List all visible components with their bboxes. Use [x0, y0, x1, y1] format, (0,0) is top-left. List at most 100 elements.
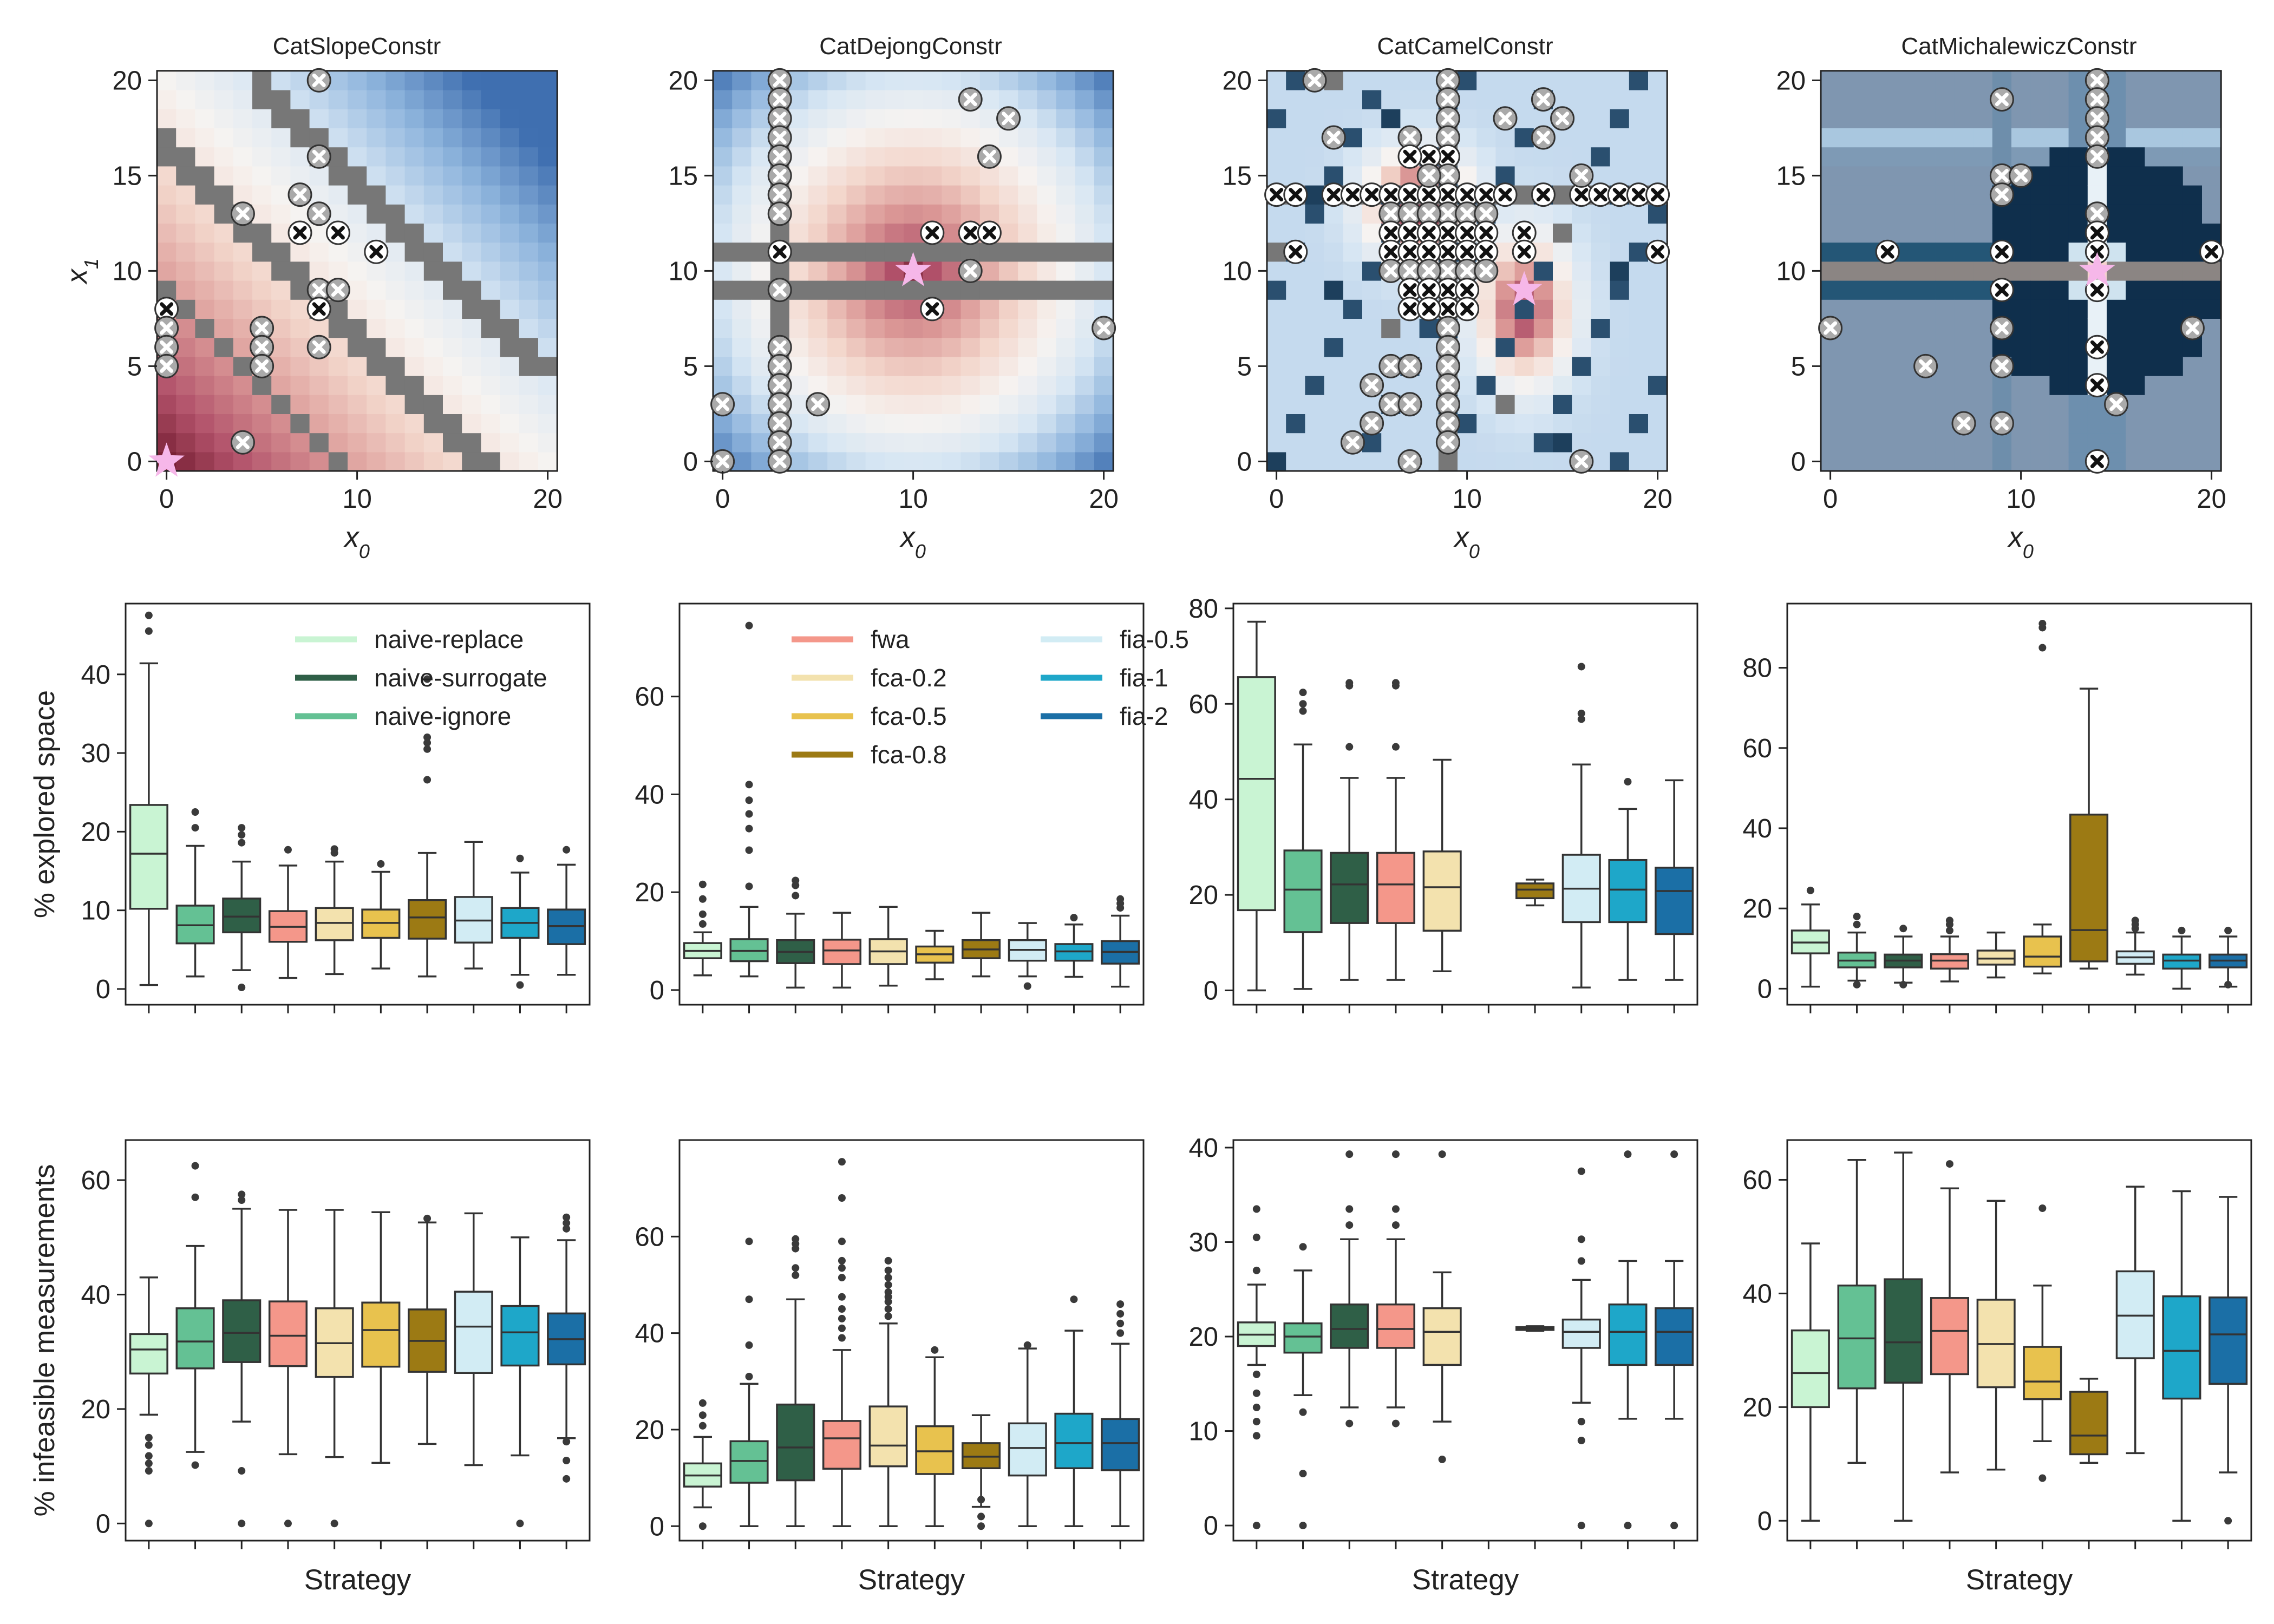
heatmap-cell	[713, 90, 733, 109]
heatmap-cell	[1533, 166, 1553, 186]
box-fwa	[1376, 1150, 1415, 1427]
heatmap-cell	[960, 414, 981, 434]
heatmap-cell	[1075, 128, 1095, 148]
measurement-cross	[1479, 188, 1493, 202]
y-tick-label: 15	[1776, 161, 1806, 191]
heatmap-cell	[2011, 376, 2031, 395]
heatmap-cell	[481, 318, 501, 338]
heatmap-cell	[1572, 223, 1591, 243]
heatmap-cell	[1343, 204, 1363, 224]
heatmap-cell	[999, 337, 1018, 357]
heatmap-cell	[2011, 395, 2031, 414]
heatmap-cell	[1343, 414, 1363, 434]
box-fia-1	[1054, 914, 1094, 978]
heatmap-cell	[348, 185, 367, 205]
heatmap-cell	[519, 414, 539, 434]
heatmap-cell	[1419, 70, 1439, 90]
heatmap-cell	[1821, 280, 1840, 300]
heatmap-cell	[1286, 223, 1305, 243]
heatmap-cell	[1591, 395, 1611, 414]
outlier-point	[145, 1520, 153, 1528]
measurement-x-marker	[154, 335, 179, 359]
heatmap-cell	[808, 109, 828, 128]
heatmap-cell	[404, 395, 424, 414]
box-iqr	[129, 804, 168, 910]
heatmap-cell	[481, 109, 501, 128]
heatmap-cell	[348, 242, 367, 262]
heatmap-cell	[2126, 166, 2145, 186]
y-tick-label: 40	[81, 1280, 110, 1309]
heatmap-cell	[2011, 128, 2031, 148]
heatmap-cell	[789, 90, 809, 109]
heatmap-cell	[1037, 147, 1057, 167]
heatmap-cell	[367, 185, 386, 205]
box-iqr	[1283, 849, 1323, 933]
measurement-cross	[1536, 130, 1550, 145]
heatmap-cell	[1305, 395, 1325, 414]
heatmap-cell	[195, 299, 215, 319]
heatmap-cell	[1973, 414, 1993, 434]
heatmap-cell	[942, 204, 962, 224]
outlier-point	[145, 611, 153, 619]
heatmap-cell	[1476, 376, 1496, 395]
heatmap-cell	[751, 242, 771, 262]
heatmap-cell	[348, 280, 367, 300]
heatmap-cell	[500, 109, 520, 128]
heatmap-cell	[423, 414, 443, 434]
heatmap-cell	[751, 318, 771, 338]
heatmap-cell	[1935, 128, 1955, 148]
outlier-point	[284, 846, 292, 854]
heatmap-cell	[404, 147, 424, 167]
heatmap-cell	[1897, 414, 1917, 434]
heatmap-cell	[1305, 261, 1325, 281]
measurement-cross	[1422, 283, 1436, 297]
heatmap-cell	[1591, 261, 1611, 281]
heatmap-cell	[1476, 90, 1496, 109]
heatmap-cell	[1610, 395, 1630, 414]
heatmap-cell	[2011, 318, 2031, 338]
heatmap-cell	[1840, 433, 1859, 453]
heatmap-cell	[2068, 109, 2088, 128]
heatmap-cell	[1362, 261, 1382, 281]
heatmap-cell	[2145, 128, 2165, 148]
heatmap-cell	[2182, 376, 2203, 395]
heatmap-cell	[404, 204, 424, 224]
heatmap-cell	[2145, 90, 2165, 109]
heatmap-cell	[1075, 433, 1095, 453]
heatmap-cell	[1572, 414, 1591, 434]
heatmap-cell	[923, 242, 942, 262]
heatmap-cell	[423, 299, 443, 319]
heatmap-cell	[233, 337, 253, 357]
heatmap-cell	[865, 185, 885, 205]
heatmap-cell	[1533, 242, 1553, 262]
heatmap-cell	[1286, 299, 1305, 319]
outlier-point	[423, 745, 432, 753]
heatmap-cell	[214, 356, 234, 376]
heatmap-cell	[846, 70, 866, 90]
heatmap-cell	[1400, 318, 1420, 338]
heatmap-cell	[1495, 337, 1515, 357]
heatmap-cell	[1591, 337, 1611, 357]
heatmap-cell	[1859, 223, 1879, 243]
heatmap-cell	[195, 414, 215, 434]
heatmap-cell	[1094, 242, 1114, 262]
outlier-point	[745, 781, 753, 789]
heatmap-cell	[462, 128, 481, 148]
heatmap-cell	[942, 185, 962, 205]
heatmap-cell	[290, 280, 310, 300]
outlier-point	[838, 1274, 846, 1282]
heatmap-cell	[404, 318, 424, 338]
heatmap-cell	[2182, 128, 2203, 148]
axes-frame	[125, 603, 591, 1006]
heatmap-cell	[2068, 185, 2088, 205]
heatmap-cell	[1343, 90, 1363, 109]
heatmap-cell	[923, 433, 942, 453]
box-fca-0.8	[2069, 1378, 2109, 1464]
heatmap-cell	[789, 223, 809, 243]
heatmap-cell	[2202, 299, 2221, 319]
heatmap-cell	[942, 376, 962, 395]
heatmap-cell	[252, 299, 272, 319]
heatmap-cell	[2011, 204, 2031, 224]
heatmap-cell	[2068, 395, 2088, 414]
